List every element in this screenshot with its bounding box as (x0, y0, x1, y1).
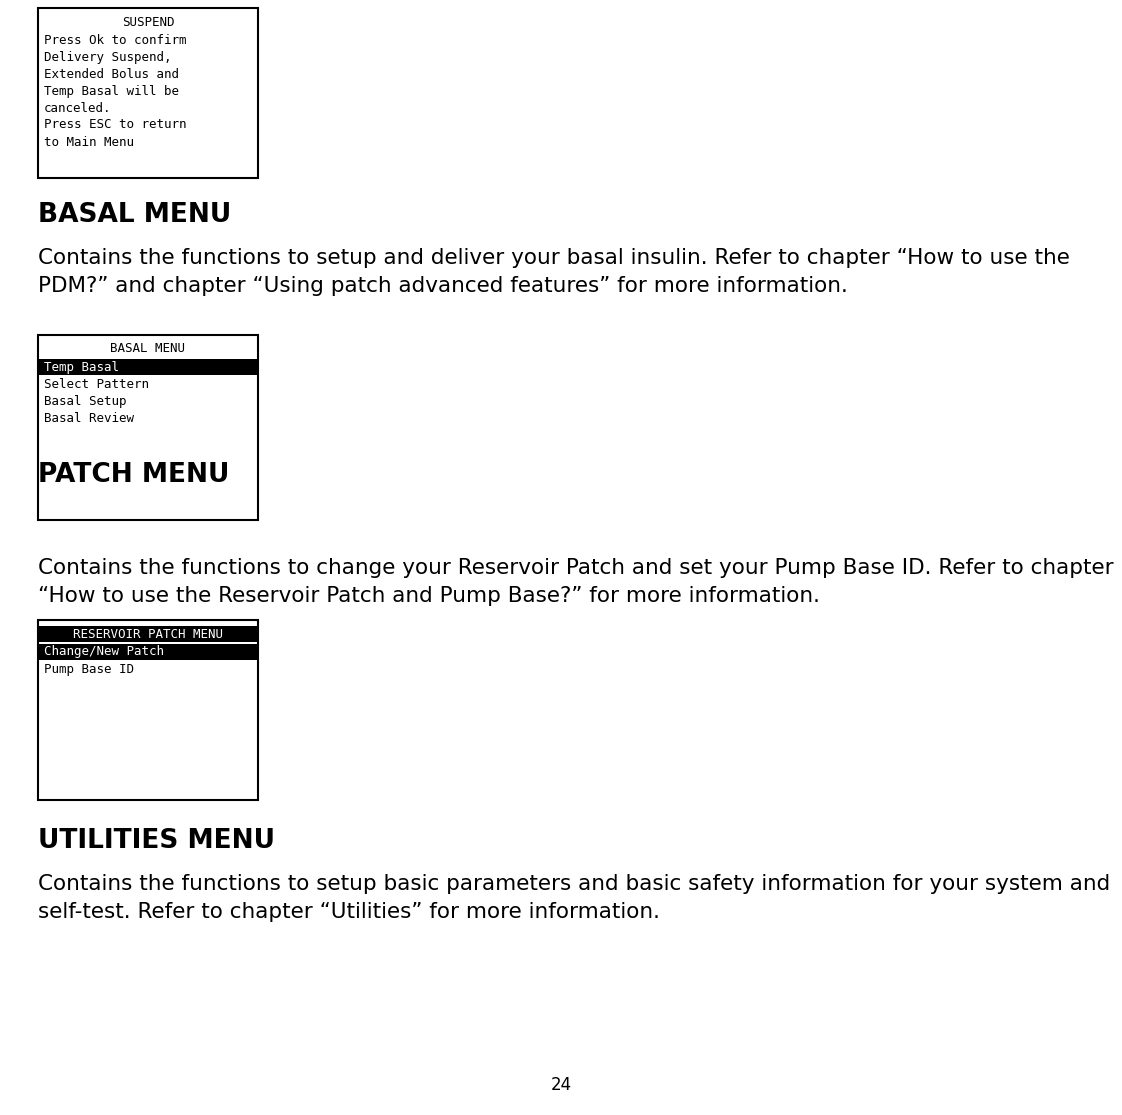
Text: RESERVOIR PATCH MENU: RESERVOIR PATCH MENU (73, 628, 223, 640)
Text: BASAL MENU: BASAL MENU (38, 202, 231, 227)
Text: Press ESC to return: Press ESC to return (44, 118, 186, 132)
Text: Basal Review: Basal Review (44, 411, 134, 425)
Text: canceled.: canceled. (44, 101, 111, 115)
Text: Press Ok to confirm: Press Ok to confirm (44, 33, 186, 47)
Text: Contains the functions to setup and deliver your basal insulin. Refer to chapter: Contains the functions to setup and deli… (38, 248, 1070, 295)
Text: to Main Menu: to Main Menu (44, 136, 134, 148)
Text: Temp Basal: Temp Basal (44, 360, 119, 374)
Text: BASAL MENU: BASAL MENU (110, 342, 185, 356)
Bar (39, 359, 257, 375)
Text: Delivery Suspend,: Delivery Suspend, (44, 50, 172, 64)
Text: Temp Basal will be: Temp Basal will be (44, 85, 180, 97)
Bar (38, 620, 258, 799)
Text: Basal Setup: Basal Setup (44, 395, 127, 407)
Bar (39, 644, 257, 660)
Text: Extended Bolus and: Extended Bolus and (44, 68, 180, 80)
Bar (39, 626, 257, 642)
Text: Contains the functions to change your Reservoir Patch and set your Pump Base ID.: Contains the functions to change your Re… (38, 558, 1114, 605)
Text: PATCH MENU: PATCH MENU (38, 462, 229, 488)
Text: Select Pattern: Select Pattern (44, 378, 149, 390)
Text: SUSPEND: SUSPEND (122, 16, 174, 29)
Text: 24: 24 (551, 1076, 571, 1094)
Text: Change/New Patch: Change/New Patch (44, 646, 164, 659)
Bar (38, 334, 258, 520)
Text: Contains the functions to setup basic parameters and basic safety information fo: Contains the functions to setup basic pa… (38, 874, 1111, 922)
Text: UTILITIES MENU: UTILITIES MENU (38, 828, 275, 854)
Text: Pump Base ID: Pump Base ID (44, 662, 134, 676)
Bar (38, 8, 258, 178)
